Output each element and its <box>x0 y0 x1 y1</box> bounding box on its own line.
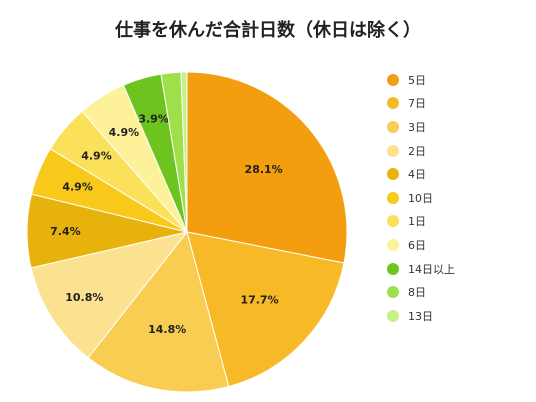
legend-item-9: 8日 <box>387 280 455 304</box>
legend-item-8: 14日以上 <box>387 257 455 281</box>
legend-label: 6日 <box>408 238 426 252</box>
legend-label: 13日 <box>408 309 433 323</box>
legend-item-5: 10日 <box>387 186 455 210</box>
legend-label: 1日 <box>408 215 426 229</box>
legend: 5日 7日 3日 2日 4日 10日 1日 6日 14日以上 8日 13日 <box>387 68 455 328</box>
pie-slice-2 <box>87 230 230 393</box>
slice-label-5: 4.9% <box>62 181 93 194</box>
legend-item-6: 1日 <box>387 210 455 234</box>
legend-swatch <box>387 144 399 157</box>
legend-label: 7日 <box>408 97 426 111</box>
legend-swatch <box>387 238 399 251</box>
legend-swatch <box>387 309 399 322</box>
legend-swatch <box>387 286 399 299</box>
legend-swatch <box>387 168 399 181</box>
pie-slice-3 <box>30 231 189 359</box>
slice-label-6: 4.9% <box>81 150 112 163</box>
legend-item-10: 13日 <box>387 304 455 328</box>
legend-swatch <box>387 191 399 204</box>
pie-slice-0 <box>186 71 348 264</box>
legend-item-2: 3日 <box>387 115 455 139</box>
legend-item-4: 4日 <box>387 162 455 186</box>
legend-swatch <box>387 73 399 86</box>
legend-item-3: 2日 <box>387 139 455 163</box>
legend-swatch <box>387 215 399 228</box>
pie-slice-10 <box>180 71 188 233</box>
legend-label: 2日 <box>408 144 426 158</box>
legend-item-0: 5日 <box>387 68 455 92</box>
slice-label-2: 14.8% <box>148 323 186 336</box>
legend-label: 5日 <box>408 73 426 87</box>
legend-swatch <box>387 97 399 110</box>
legend-swatch <box>387 120 399 133</box>
legend-item-7: 6日 <box>387 233 455 257</box>
legend-label: 3日 <box>408 120 426 134</box>
slice-label-1: 17.7% <box>240 294 278 307</box>
legend-label: 14日以上 <box>408 262 455 276</box>
legend-label: 4日 <box>408 168 426 182</box>
slice-label-8: 3.9% <box>138 112 169 125</box>
legend-item-1: 7日 <box>387 92 455 116</box>
slice-label-7: 4.9% <box>109 126 140 139</box>
legend-label: 10日 <box>408 191 433 205</box>
slice-label-3: 10.8% <box>65 291 103 304</box>
chart-title: 仕事を休んだ合計日数（休日は除く） <box>115 20 421 41</box>
pie-slice-1 <box>186 231 345 388</box>
slice-label-0: 28.1% <box>245 163 283 176</box>
legend-label: 8日 <box>408 286 426 300</box>
slice-label-4: 7.4% <box>50 225 81 238</box>
legend-swatch <box>387 262 399 275</box>
